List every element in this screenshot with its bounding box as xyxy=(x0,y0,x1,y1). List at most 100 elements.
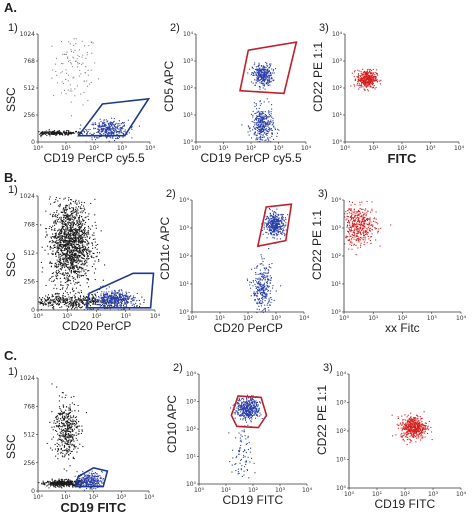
event-dot xyxy=(96,255,98,257)
event-dot xyxy=(265,216,267,218)
event-dot xyxy=(99,305,101,307)
event-dot xyxy=(265,219,267,221)
event-dot xyxy=(81,230,83,232)
y-tick-label: 10⁰ xyxy=(332,139,343,146)
event-dot xyxy=(253,127,255,129)
event-dot xyxy=(365,218,367,220)
event-dot xyxy=(57,301,59,303)
event-dot xyxy=(73,210,75,212)
event-dot xyxy=(65,235,67,237)
event-dot xyxy=(257,79,259,81)
event-dot xyxy=(117,292,119,294)
event-dot xyxy=(73,231,75,233)
event-dot xyxy=(58,295,60,297)
event-dot xyxy=(59,261,61,263)
event-dot xyxy=(55,235,57,237)
event-dot xyxy=(74,296,76,298)
event-dot xyxy=(50,298,52,300)
event-dot xyxy=(260,111,262,113)
event-dot xyxy=(363,220,365,222)
event-dot xyxy=(256,291,258,293)
event-dot xyxy=(58,133,60,135)
plot-b1: 1) SSC CD20 PerCP 1024 768 512 256 0 10⁰ 10¹ 10² 10… xyxy=(4,184,161,333)
event-dot xyxy=(74,230,76,232)
event-dot xyxy=(80,240,82,242)
event-dot xyxy=(74,283,76,285)
event-dot xyxy=(369,76,371,78)
event-dot xyxy=(48,297,50,299)
event-dot xyxy=(260,137,262,139)
event-dot xyxy=(64,223,66,225)
event-dot xyxy=(91,300,93,302)
event-dot xyxy=(364,89,366,91)
event-dot xyxy=(120,305,122,307)
event-dot xyxy=(67,273,69,275)
event-dot xyxy=(65,253,67,255)
event-dot xyxy=(59,256,61,258)
event-dot xyxy=(52,301,54,303)
event-dot xyxy=(55,132,57,134)
event-dot xyxy=(266,73,268,75)
event-dot xyxy=(69,251,71,253)
event-dot xyxy=(104,305,106,307)
event-dot xyxy=(256,104,258,106)
event-dot xyxy=(61,237,63,239)
event-dot xyxy=(119,299,121,301)
event-dot xyxy=(51,294,53,296)
y-tick-label: 1024 xyxy=(20,193,35,200)
event-dot xyxy=(87,129,89,131)
event-dot xyxy=(59,206,61,208)
event-dot xyxy=(271,220,273,222)
event-dot xyxy=(122,125,124,127)
event-dot xyxy=(87,225,89,227)
event-dot xyxy=(256,115,258,117)
event-dot xyxy=(119,127,121,129)
event-dot xyxy=(285,222,287,224)
event-dot xyxy=(133,306,135,308)
event-dot xyxy=(254,122,256,124)
event-dot xyxy=(263,76,265,78)
event-dot xyxy=(62,209,64,211)
event-dot xyxy=(259,115,261,117)
event-dot xyxy=(274,127,276,129)
event-dot xyxy=(75,303,77,305)
event-dot xyxy=(76,261,78,263)
event-dot xyxy=(101,125,103,127)
event-dot xyxy=(117,298,119,300)
event-dot xyxy=(70,258,72,260)
event-dot xyxy=(122,298,124,300)
event-dot xyxy=(390,224,392,226)
event-dot xyxy=(74,247,76,249)
event-dot xyxy=(358,231,360,233)
event-dot xyxy=(84,297,86,299)
event-dot xyxy=(261,276,263,278)
event-dot xyxy=(71,245,73,247)
event-dot xyxy=(284,235,286,237)
event-dot xyxy=(69,235,71,237)
event-dot xyxy=(255,272,257,274)
event-dot xyxy=(59,134,61,136)
event-dot xyxy=(256,122,258,124)
event-dot xyxy=(261,125,263,127)
event-dot xyxy=(122,126,124,128)
event-dot xyxy=(261,70,263,72)
event-dot xyxy=(94,123,96,125)
event-dot xyxy=(254,72,256,74)
event-dot xyxy=(127,295,129,297)
event-dot xyxy=(122,122,124,124)
event-dot xyxy=(60,218,62,220)
event-dot xyxy=(136,305,138,307)
event-dot xyxy=(72,263,74,265)
event-dot xyxy=(262,79,264,81)
event-dot xyxy=(369,70,371,72)
event-dot xyxy=(111,128,113,130)
event-dot xyxy=(69,255,71,257)
event-dot xyxy=(71,132,73,134)
event-dot xyxy=(372,84,374,86)
event-dot xyxy=(270,72,272,74)
event-dot xyxy=(74,246,76,248)
event-dot xyxy=(77,263,79,265)
event-dot xyxy=(40,298,42,300)
event-dot xyxy=(256,117,258,119)
event-dot xyxy=(62,245,64,247)
